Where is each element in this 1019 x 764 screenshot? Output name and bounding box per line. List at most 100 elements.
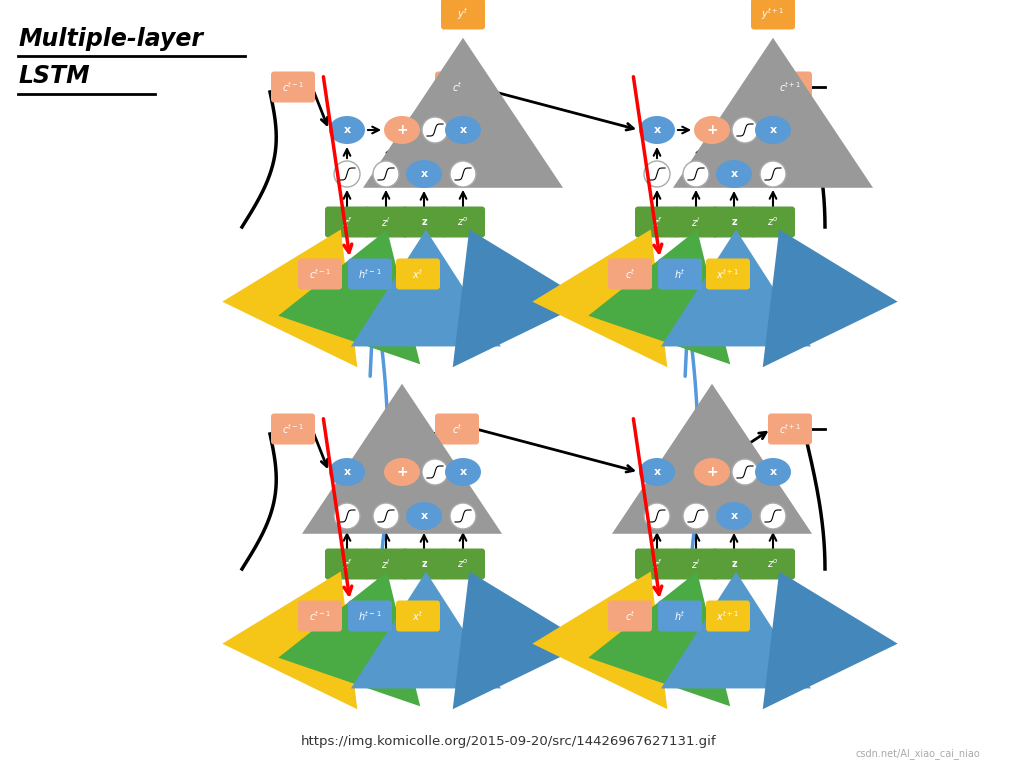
Ellipse shape [716,502,752,530]
Text: $c^t$: $c^t$ [451,80,463,94]
Ellipse shape [384,458,420,486]
Circle shape [450,161,476,187]
FancyBboxPatch shape [706,258,750,290]
Text: $y^t$: $y^t$ [458,6,469,22]
Text: $c^{t-1}$: $c^{t-1}$ [281,80,305,94]
Text: x: x [460,467,467,477]
FancyBboxPatch shape [364,549,408,580]
Circle shape [760,161,786,187]
Text: +: + [396,123,408,137]
Ellipse shape [329,458,365,486]
FancyBboxPatch shape [396,601,440,632]
Text: $c^t$: $c^t$ [451,422,463,436]
Text: $z^i$: $z^i$ [381,557,390,571]
Text: z: z [732,217,737,227]
FancyBboxPatch shape [441,206,485,238]
Text: x: x [343,467,351,477]
Text: x: x [421,169,428,179]
FancyBboxPatch shape [298,601,342,632]
FancyBboxPatch shape [271,413,315,445]
Circle shape [373,503,399,529]
FancyBboxPatch shape [403,549,446,580]
Text: $c^t$: $c^t$ [625,609,636,623]
Text: $x^{t+1}$: $x^{t+1}$ [716,609,740,623]
Ellipse shape [406,160,442,188]
Text: $h^{t-1}$: $h^{t-1}$ [359,267,382,281]
FancyBboxPatch shape [325,206,369,238]
FancyBboxPatch shape [441,549,485,580]
Text: $h^t$: $h^t$ [675,267,686,281]
FancyBboxPatch shape [768,413,812,445]
Ellipse shape [755,116,791,144]
Text: x: x [421,511,428,521]
Text: x: x [769,125,776,135]
FancyBboxPatch shape [396,258,440,290]
Circle shape [644,161,671,187]
Circle shape [422,117,448,143]
Ellipse shape [406,502,442,530]
Text: x: x [769,467,776,477]
Ellipse shape [716,160,752,188]
Text: $z^f$: $z^f$ [341,215,353,229]
Ellipse shape [694,116,730,144]
Ellipse shape [694,458,730,486]
Text: $z^o$: $z^o$ [458,215,469,228]
FancyBboxPatch shape [658,601,702,632]
Ellipse shape [755,458,791,486]
FancyBboxPatch shape [658,258,702,290]
Text: $c^t$: $c^t$ [625,267,636,281]
Text: x: x [653,467,660,477]
FancyBboxPatch shape [271,72,315,102]
Text: +: + [706,465,717,479]
Text: $x^t$: $x^t$ [413,609,424,623]
Ellipse shape [639,458,675,486]
FancyBboxPatch shape [706,601,750,632]
FancyBboxPatch shape [325,549,369,580]
Text: $c^{t+1}$: $c^{t+1}$ [779,80,801,94]
Circle shape [334,161,360,187]
Text: https://img.komicolle.org/2015-09-20/src/14426967627131.gif: https://img.komicolle.org/2015-09-20/src… [302,736,716,749]
Text: x: x [731,511,738,521]
Text: z: z [421,217,427,227]
Circle shape [450,503,476,529]
FancyBboxPatch shape [298,258,342,290]
FancyBboxPatch shape [712,206,756,238]
Text: $z^f$: $z^f$ [651,215,662,229]
FancyBboxPatch shape [674,206,718,238]
Ellipse shape [329,116,365,144]
Text: $z^i$: $z^i$ [381,215,390,229]
FancyBboxPatch shape [712,549,756,580]
FancyBboxPatch shape [635,206,679,238]
FancyBboxPatch shape [635,549,679,580]
Circle shape [373,161,399,187]
Circle shape [644,503,671,529]
Text: LSTM: LSTM [18,64,90,88]
Text: x: x [460,125,467,135]
Text: $c^{t-1}$: $c^{t-1}$ [309,267,331,281]
Text: z: z [732,559,737,569]
Text: csdn.net/AI_xiao_cai_niao: csdn.net/AI_xiao_cai_niao [855,749,980,759]
Ellipse shape [445,458,481,486]
Text: $z^f$: $z^f$ [651,557,662,571]
FancyBboxPatch shape [441,0,485,30]
FancyBboxPatch shape [348,601,392,632]
Circle shape [732,459,758,485]
Text: $h^{t-1}$: $h^{t-1}$ [359,609,382,623]
Ellipse shape [445,116,481,144]
Text: +: + [396,465,408,479]
FancyBboxPatch shape [348,258,392,290]
FancyBboxPatch shape [768,72,812,102]
Circle shape [760,503,786,529]
Text: $x^t$: $x^t$ [413,267,424,281]
Text: $c^{t-1}$: $c^{t-1}$ [281,422,305,436]
Text: $x^{t+1}$: $x^{t+1}$ [716,267,740,281]
Text: $y^{t+1}$: $y^{t+1}$ [761,6,785,22]
FancyBboxPatch shape [751,206,795,238]
Ellipse shape [639,116,675,144]
Circle shape [732,117,758,143]
Circle shape [422,459,448,485]
Circle shape [334,503,360,529]
Text: x: x [653,125,660,135]
FancyBboxPatch shape [608,258,652,290]
Text: $c^{t-1}$: $c^{t-1}$ [309,609,331,623]
